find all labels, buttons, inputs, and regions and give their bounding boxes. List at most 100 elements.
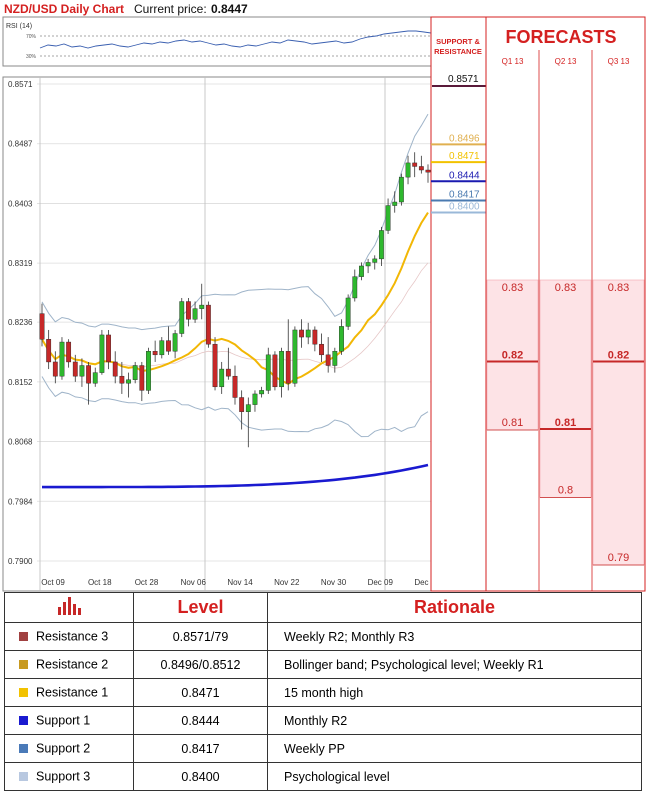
forecast-low: 0.8	[558, 485, 573, 497]
x-tick-label: Nov 06	[181, 578, 207, 587]
bear-candle	[325, 354, 331, 366]
bear-candle	[225, 368, 231, 377]
bull-candle	[365, 262, 371, 267]
x-tick-label: Dec 09	[368, 578, 394, 587]
level-value: 0.8496/0.8512	[133, 650, 268, 679]
rsi-label: RSI (14)	[6, 23, 32, 30]
table-row: Support 1 0.8444 Monthly R2	[4, 706, 642, 735]
level-label: 0.8571	[448, 74, 479, 85]
bear-candle	[152, 351, 158, 356]
bull-candle	[252, 393, 258, 405]
bull-candle	[126, 379, 131, 384]
bull-candle	[146, 351, 151, 391]
level-rationale: Psychological level	[267, 762, 642, 791]
x-axis: Oct 09 Oct 18 Oct 28 Nov 06 Nov 14 Nov 22 Nov …	[41, 578, 440, 587]
swatch-resistance-1	[19, 688, 28, 698]
level-label-bg	[432, 72, 485, 86]
table-row: Support 3 0.8400 Psychological level	[4, 762, 642, 791]
bull-candle	[398, 176, 404, 203]
x-tick-label: Nov 30	[321, 578, 347, 587]
bollinger-lower-line	[41, 376, 429, 438]
x-tick-label: Dec 17	[414, 578, 440, 587]
levels-table: Level Rationale Resistance 3 0.8571/79 W…	[4, 592, 642, 791]
forecast-range	[592, 279, 645, 566]
rsi-panel: RSI (14) 70% 30%	[2, 16, 432, 67]
level-name: Support 1	[36, 713, 91, 728]
level-value: 0.8471	[133, 678, 268, 707]
sr-header-line1: SUPPORT &	[436, 37, 480, 46]
x-tick-label: Oct 28	[135, 578, 159, 587]
bull-candle	[292, 329, 298, 384]
rationale-header: Rationale	[267, 592, 642, 623]
y-tick-label: 0.8487	[8, 140, 33, 149]
level-label: 0.8444	[449, 170, 480, 181]
bull-candle	[59, 341, 65, 377]
forecast-panel: FORECASTS Q1 13 0.83 0.82 0.81 Q2 13 0.83 0.81…	[485, 16, 646, 592]
forecast-high: 0.83	[555, 282, 576, 294]
bull-candle	[159, 340, 165, 356]
level-rationale: Bollinger band; Psychological level; Wee…	[267, 650, 642, 679]
bear-candle	[272, 354, 278, 388]
bear-candle	[312, 329, 318, 345]
level-value: 0.8571/79	[133, 622, 268, 651]
forecasts-title: FORECASTS	[505, 27, 616, 47]
bull-candle	[259, 390, 265, 395]
price-value: 0.8447	[211, 2, 248, 16]
table-row: Resistance 1 0.8471 15 month high	[4, 678, 642, 707]
swatch-support-1	[19, 716, 28, 726]
support-resistance-column	[430, 16, 487, 592]
y-tick-label: 0.8403	[8, 199, 33, 208]
level-value: 0.8417	[133, 734, 268, 763]
forecast-quarter: Q2 13	[555, 57, 577, 66]
rsi-line	[39, 30, 432, 49]
level-name: Resistance 3	[36, 629, 109, 644]
forecast-high: 0.83	[502, 282, 523, 294]
bull-candle	[359, 265, 364, 277]
bull-candle	[172, 333, 178, 352]
bull-candle	[179, 301, 185, 334]
level-header: Level	[133, 592, 268, 623]
bear-candle	[119, 375, 125, 384]
swatch-resistance-2	[19, 660, 28, 670]
bull-candle	[405, 162, 411, 178]
bear-candle	[285, 351, 291, 384]
swatch-resistance-3	[19, 632, 28, 642]
price-label: Current price:	[134, 2, 207, 16]
bear-candle	[46, 339, 52, 363]
level-name: Resistance 2	[36, 657, 109, 672]
bear-candle	[52, 361, 58, 377]
level-name: Support 3	[36, 769, 91, 784]
chart-area: NZD/USD Daily Chart Current price: 0.844…	[2, 2, 646, 592]
bull-candle	[219, 368, 225, 388]
table-row: Support 2 0.8417 Weekly PP	[4, 734, 642, 763]
level-rationale: 15 month high	[267, 678, 642, 707]
bull-candle	[392, 201, 398, 206]
header-icon-cell	[4, 592, 134, 623]
x-tick-label: Oct 18	[88, 578, 112, 587]
level-rationale: Weekly PP	[267, 734, 642, 763]
bear-candle	[106, 334, 111, 363]
table-row: Resistance 3 0.8571/79 Weekly R2; Monthl…	[4, 622, 642, 651]
swatch-support-2	[19, 744, 28, 754]
level-label: 0.8417	[449, 189, 480, 200]
bull-candle	[339, 326, 344, 352]
forecast-columns: Q1 13 0.83 0.82 0.81 Q2 13 0.83 0.81 0.8 Q3 13 0.…	[485, 50, 645, 591]
level-label: 0.8400	[449, 202, 480, 213]
bull-candle	[79, 365, 85, 377]
forecast-low: 0.79	[608, 552, 629, 564]
bear-candle	[412, 162, 418, 167]
bear-candle	[139, 365, 145, 391]
bear-candle	[205, 304, 211, 345]
forecast-range	[539, 279, 592, 498]
bull-candle	[385, 205, 391, 231]
forecast-mid: 0.82	[502, 350, 523, 362]
level-rationale: Monthly R2	[267, 706, 642, 735]
y-tick-label: 0.7900	[8, 557, 33, 566]
bull-candle	[92, 372, 98, 384]
y-tick-label: 0.8236	[8, 318, 33, 327]
y-axis: 0.8571 0.8487 0.8403 0.8319 0.8236 0.8152 0.80…	[8, 80, 33, 566]
bear-candle	[72, 361, 78, 377]
bear-candle	[66, 341, 72, 363]
bull-candle	[305, 329, 311, 338]
rsi-tick-70: 70%	[26, 34, 37, 40]
